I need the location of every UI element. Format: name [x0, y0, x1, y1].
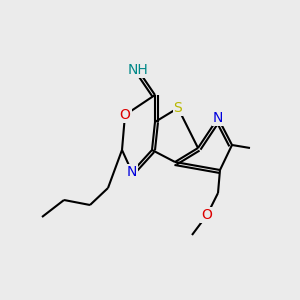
Text: O: O: [120, 108, 130, 122]
Text: NH: NH: [128, 63, 148, 77]
Text: N: N: [127, 165, 137, 179]
Text: O: O: [202, 208, 212, 222]
Text: N: N: [213, 111, 223, 125]
Text: S: S: [174, 101, 182, 115]
